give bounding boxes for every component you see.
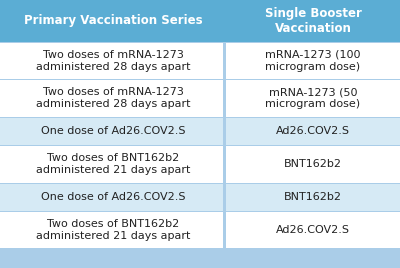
Bar [0, 248, 400, 250]
Text: BNT162b2: BNT162b2 [284, 192, 342, 202]
Bar [0, 145, 400, 146]
Bar [0, 184, 400, 211]
Bar [0, 211, 400, 212]
Bar [223, 42, 226, 256]
Bar [0, 118, 400, 145]
Bar [0, 117, 400, 118]
Text: Ad26.COV2.S: Ad26.COV2.S [276, 225, 350, 235]
Text: Two doses of BNT162b2
administered 21 days apart: Two doses of BNT162b2 administered 21 da… [36, 153, 190, 175]
Text: Two doses of BNT162b2
administered 21 days apart: Two doses of BNT162b2 administered 21 da… [36, 219, 190, 241]
Text: One dose of Ad26.COV2.S: One dose of Ad26.COV2.S [41, 192, 185, 202]
Text: Ad26.COV2.S: Ad26.COV2.S [276, 126, 350, 136]
Text: Single Booster
Vaccination: Single Booster Vaccination [264, 6, 362, 35]
Bar [0, 80, 400, 117]
Text: BNT162b2: BNT162b2 [284, 159, 342, 169]
Text: Two doses of mRNA-1273
administered 28 days apart: Two doses of mRNA-1273 administered 28 d… [36, 50, 190, 72]
Bar [0, 0, 400, 42]
Bar [0, 42, 400, 43]
Bar [0, 183, 400, 184]
Text: One dose of Ad26.COV2.S: One dose of Ad26.COV2.S [41, 126, 185, 136]
Text: mRNA-1273 (50
microgram dose): mRNA-1273 (50 microgram dose) [266, 87, 360, 109]
Bar [0, 79, 400, 80]
Bar [0, 43, 400, 79]
Bar [0, 212, 400, 248]
Text: Two doses of mRNA-1273
administered 28 days apart: Two doses of mRNA-1273 administered 28 d… [36, 87, 190, 109]
Text: mRNA-1273 (100
microgram dose): mRNA-1273 (100 microgram dose) [265, 50, 361, 72]
Text: Primary Vaccination Series: Primary Vaccination Series [24, 14, 202, 27]
Bar [0, 146, 400, 183]
